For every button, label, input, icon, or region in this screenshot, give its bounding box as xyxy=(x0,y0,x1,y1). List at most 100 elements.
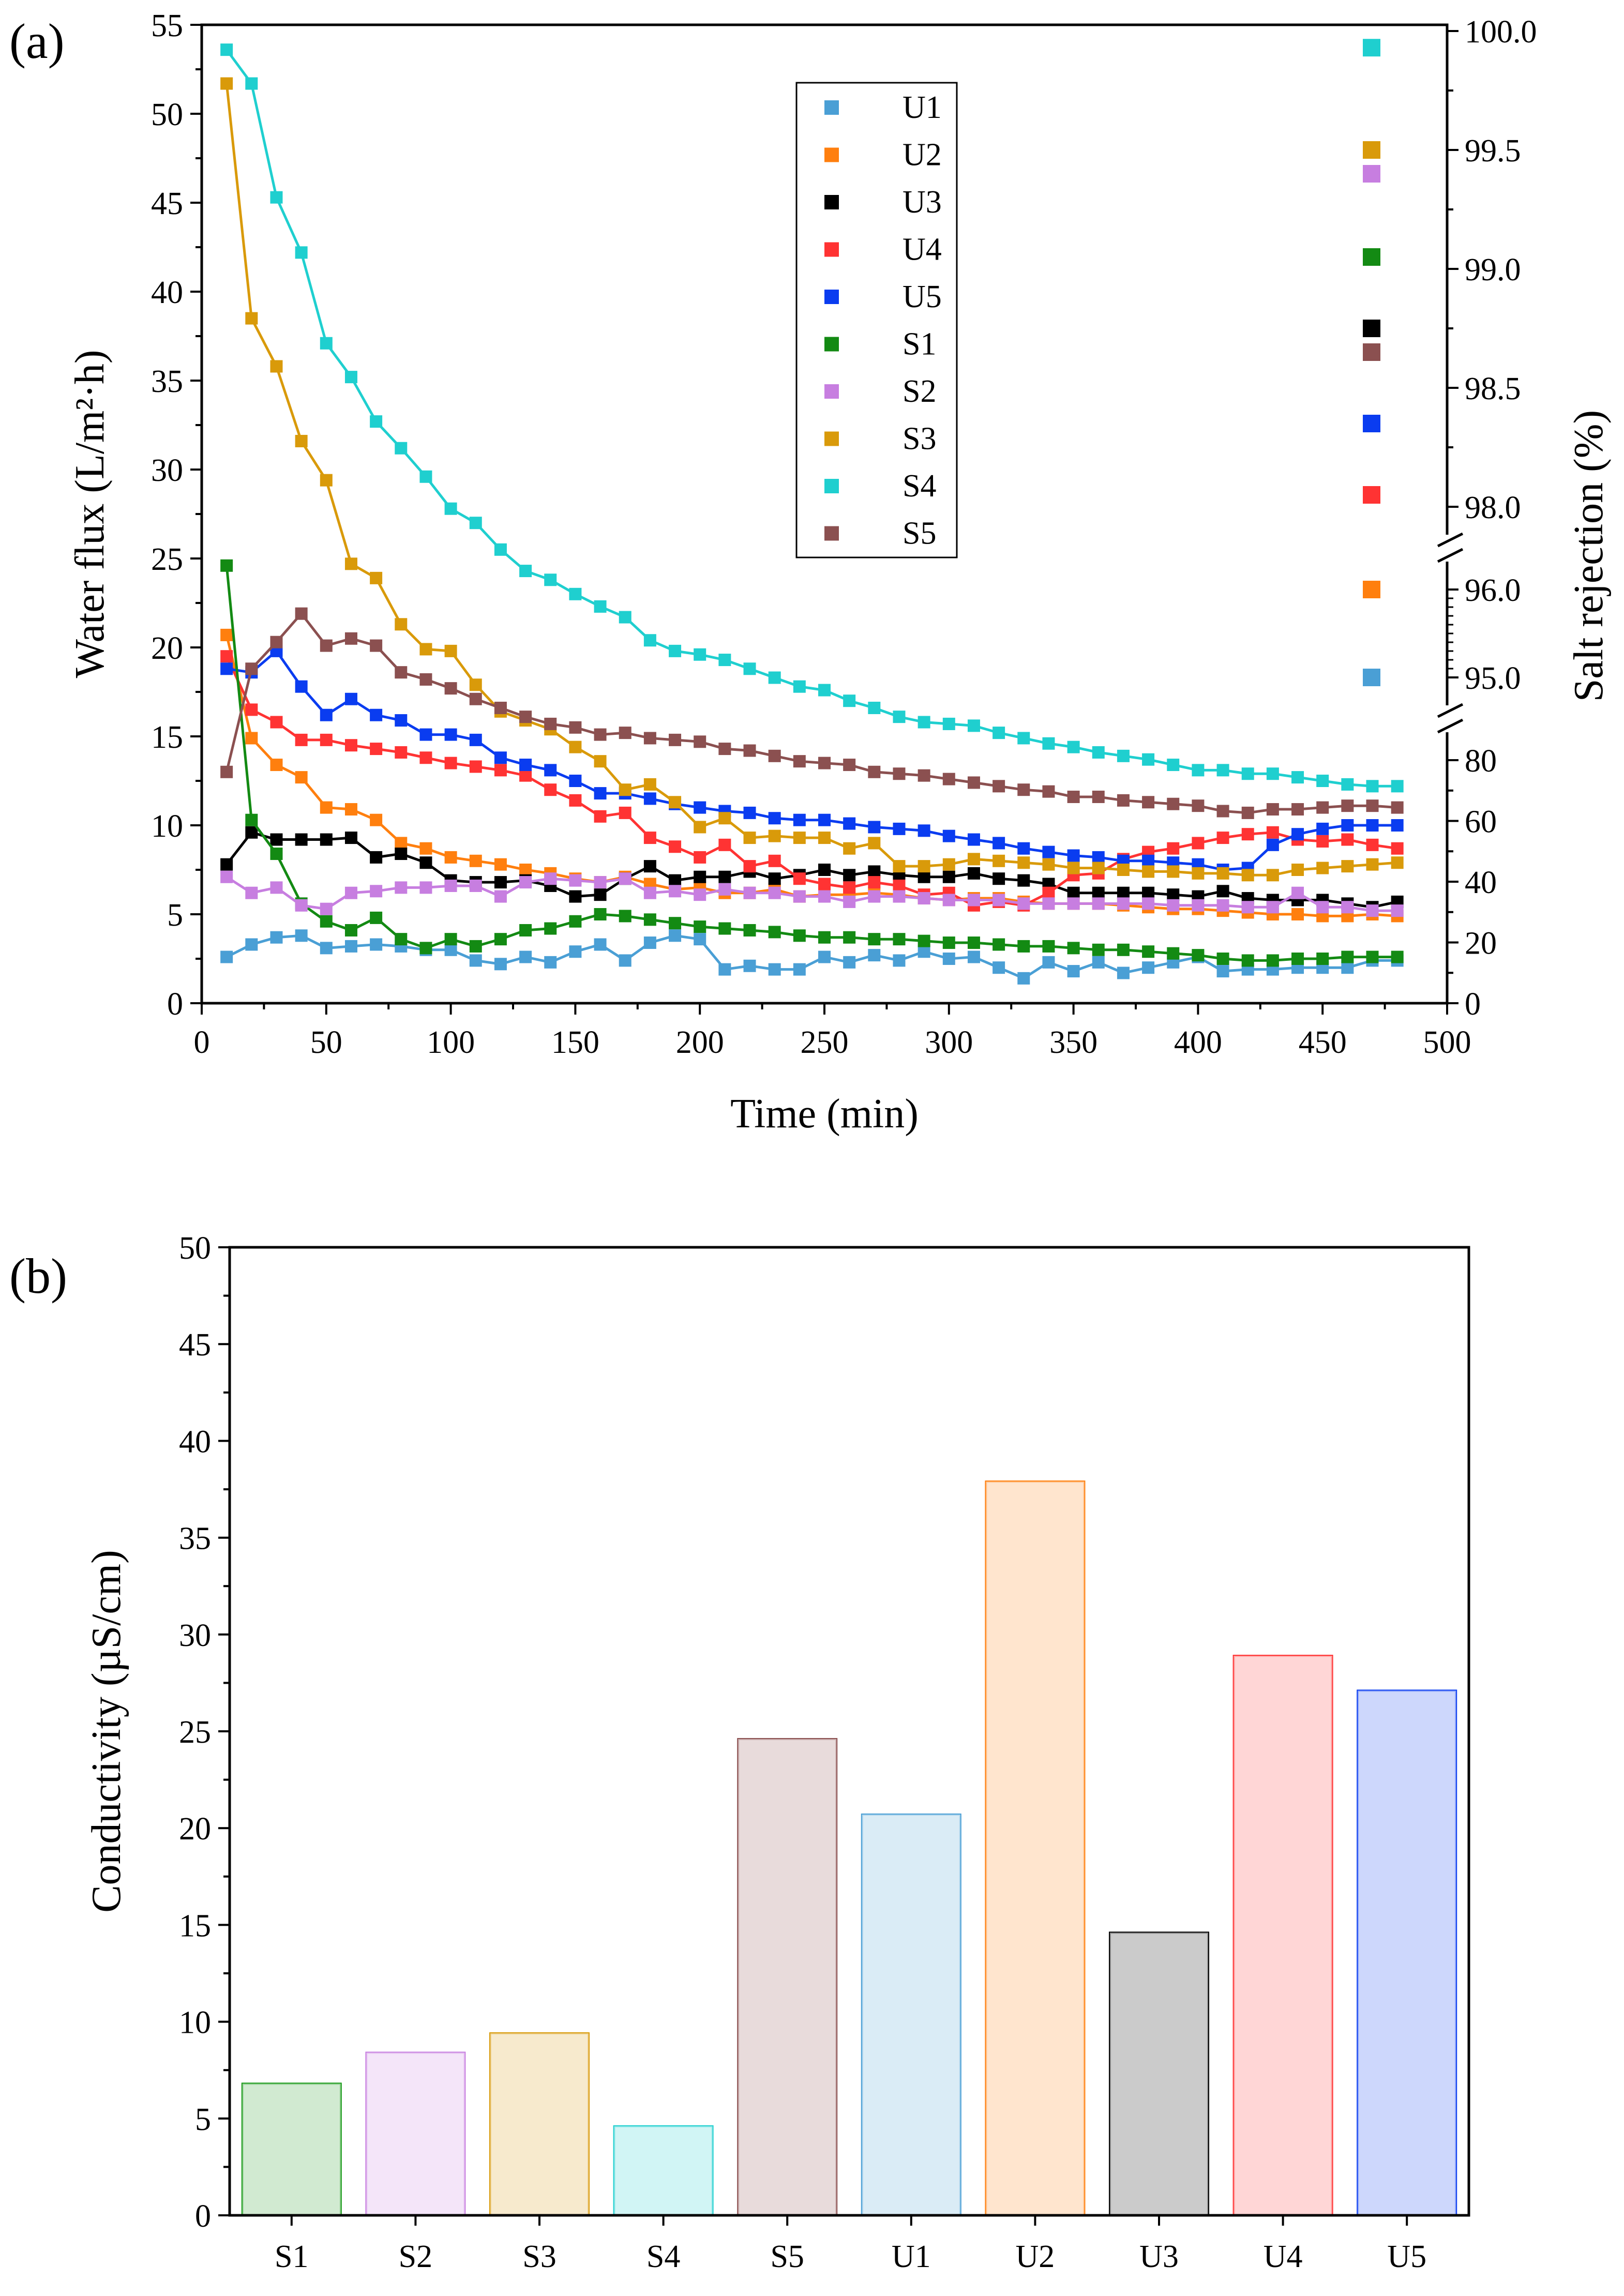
data-point-S1 xyxy=(818,931,831,944)
data-point-S1 xyxy=(270,848,283,860)
data-point-S4 xyxy=(295,246,308,259)
data-point-S3 xyxy=(818,832,831,844)
y-tick-label: 10 xyxy=(179,2005,211,2041)
data-point-S3 xyxy=(918,860,930,873)
y-tick-label: 25 xyxy=(179,1715,211,1750)
x-tick-label: U2 xyxy=(1016,2239,1055,2274)
data-point-S1 xyxy=(1017,940,1030,953)
data-point-S2 xyxy=(419,881,432,894)
x-tick-label: 200 xyxy=(676,1025,724,1060)
data-point-S2 xyxy=(1391,904,1404,917)
data-point-U4 xyxy=(419,751,432,764)
data-point-U1 xyxy=(220,950,233,963)
x-tick-label: 350 xyxy=(1049,1025,1097,1060)
data-point-U5 xyxy=(843,817,856,830)
data-point-U4 xyxy=(469,760,482,773)
data-point-S5 xyxy=(1366,799,1379,812)
data-point-S4 xyxy=(344,371,357,384)
y2-tick-label: 99.0 xyxy=(1465,252,1521,288)
data-point-U4 xyxy=(1316,835,1329,848)
data-point-S1 xyxy=(942,936,955,949)
data-point-U4 xyxy=(320,733,333,746)
data-point-S5 xyxy=(569,721,582,734)
data-point-S1 xyxy=(569,915,582,928)
rejection-marker-S1 xyxy=(1363,248,1380,266)
data-point-U4 xyxy=(619,806,631,819)
data-point-U3 xyxy=(718,870,731,883)
data-point-U3 xyxy=(768,872,781,885)
data-point-S4 xyxy=(1216,764,1229,777)
data-point-S4 xyxy=(768,671,781,684)
x-tick-label: 450 xyxy=(1299,1025,1347,1060)
data-point-S5 xyxy=(694,735,706,748)
data-point-S4 xyxy=(743,662,756,675)
data-point-U5 xyxy=(1391,819,1404,832)
data-point-S1 xyxy=(320,915,333,928)
bar-U3 xyxy=(1109,1931,1209,2216)
data-point-U1 xyxy=(793,963,806,976)
y-tick-label: 20 xyxy=(179,1811,211,1847)
legend-marker-S4 xyxy=(824,479,839,493)
data-point-S2 xyxy=(868,890,881,903)
data-point-S3 xyxy=(669,796,682,809)
data-point-S5 xyxy=(619,727,631,739)
data-point-U5 xyxy=(519,759,532,772)
y-tick-label: 30 xyxy=(179,1618,211,1653)
bar-S4 xyxy=(613,2125,714,2216)
data-point-S5 xyxy=(843,759,856,772)
y2-tick-label: 60 xyxy=(1465,805,1497,840)
data-point-S3 xyxy=(245,312,258,325)
data-point-S1 xyxy=(918,934,930,947)
x-tick-label: U3 xyxy=(1139,2239,1179,2274)
data-point-S3 xyxy=(1067,862,1080,874)
y2-tick-label: 40 xyxy=(1465,865,1497,900)
data-point-S2 xyxy=(594,876,607,889)
data-point-U3 xyxy=(295,833,308,846)
data-point-S2 xyxy=(469,879,482,892)
data-point-S5 xyxy=(395,666,408,679)
legend-marker-S1 xyxy=(824,337,839,352)
data-point-U3 xyxy=(868,865,881,878)
data-point-U2 xyxy=(395,837,408,850)
rejection-marker-S3 xyxy=(1363,141,1380,159)
data-point-U3 xyxy=(344,832,357,844)
data-point-U5 xyxy=(320,708,333,721)
data-point-U1 xyxy=(1142,961,1155,974)
series-line-S5 xyxy=(225,611,1397,814)
data-point-U5 xyxy=(1291,828,1304,841)
data-point-S1 xyxy=(718,922,731,935)
y-tick-label: 5 xyxy=(195,2102,211,2137)
data-point-S5 xyxy=(270,636,283,648)
data-point-U2 xyxy=(519,864,532,876)
data-point-S4 xyxy=(1142,753,1155,766)
data-point-S1 xyxy=(1266,954,1279,967)
data-point-U5 xyxy=(295,680,308,693)
data-point-S1 xyxy=(1142,945,1155,958)
data-point-S1 xyxy=(1167,947,1180,960)
data-point-U4 xyxy=(643,832,656,844)
data-point-U2 xyxy=(1291,908,1304,920)
data-point-S5 xyxy=(1216,805,1229,818)
data-point-S2 xyxy=(1167,899,1180,912)
bar-texture-S5 xyxy=(738,1739,837,2215)
data-point-S1 xyxy=(1216,953,1229,965)
data-point-S1 xyxy=(993,938,1005,951)
data-point-S2 xyxy=(1341,901,1354,914)
data-point-S2 xyxy=(220,870,233,883)
data-point-U1 xyxy=(818,950,831,963)
data-point-U5 xyxy=(793,813,806,826)
data-point-S1 xyxy=(1092,943,1105,956)
y-tick-label: 50 xyxy=(151,97,183,132)
y-tick-label: 15 xyxy=(179,1908,211,1943)
panel-b-label: (b) xyxy=(9,1248,67,1304)
data-point-S4 xyxy=(1341,778,1354,791)
data-point-U4 xyxy=(395,746,408,759)
data-point-U4 xyxy=(245,703,258,716)
data-point-U1 xyxy=(569,945,582,958)
data-point-S3 xyxy=(344,557,357,570)
data-point-S4 xyxy=(245,77,258,90)
y2-tick-label: 95.0 xyxy=(1465,661,1521,696)
data-point-U2 xyxy=(295,771,308,784)
data-point-S1 xyxy=(494,933,507,946)
data-point-U5 xyxy=(1341,819,1354,832)
